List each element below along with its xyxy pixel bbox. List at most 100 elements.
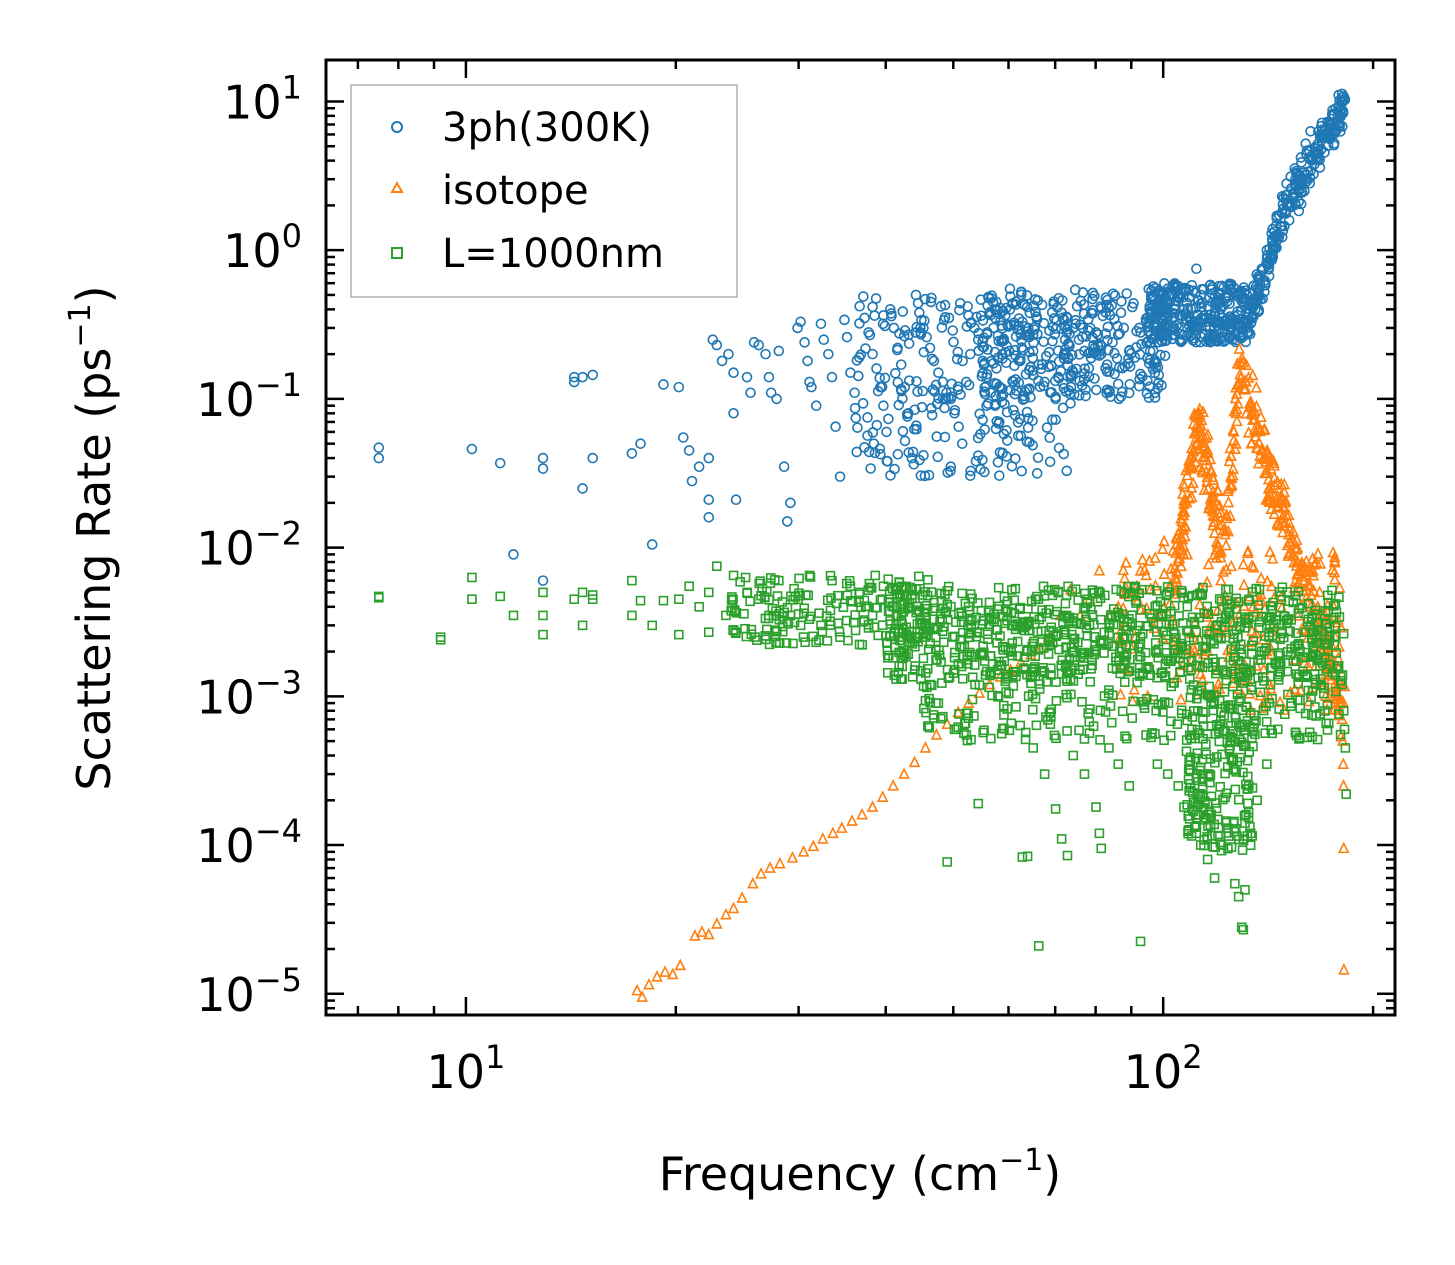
point-l-1000nm	[912, 605, 923, 615]
point-3ph-300k-	[1319, 128, 1331, 139]
point-3ph-300k-	[466, 443, 478, 455]
point-3ph-300k-	[871, 363, 882, 374]
point-l-1000nm	[1153, 699, 1164, 709]
point-l-1000nm	[1152, 600, 1163, 611]
point-3ph-300k-	[997, 389, 1009, 401]
point-l-1000nm	[1214, 696, 1225, 706]
point-l-1000nm	[1202, 689, 1213, 700]
point-3ph-300k-	[1202, 300, 1213, 312]
point-isotope	[1172, 527, 1185, 540]
point-3ph-300k-	[903, 329, 915, 341]
point-isotope	[1176, 514, 1188, 527]
point-l-1000nm	[1265, 601, 1276, 611]
point-l-1000nm	[1105, 701, 1116, 711]
plot-frame	[324, 58, 1397, 1017]
point-l-1000nm	[1074, 725, 1084, 736]
point-isotope	[1255, 593, 1267, 606]
point-l-1000nm	[921, 612, 932, 623]
point-l-1000nm	[1094, 828, 1105, 839]
point-l-1000nm	[923, 644, 934, 655]
point-l-1000nm	[794, 588, 804, 599]
point-l-1000nm	[1183, 592, 1194, 602]
point-l-1000nm	[1245, 722, 1255, 732]
point-isotope	[1250, 441, 1263, 453]
point-l-1000nm	[1046, 704, 1057, 715]
point-l-1000nm	[932, 654, 942, 665]
point-l-1000nm	[1240, 885, 1250, 895]
point-l-1000nm	[998, 723, 1008, 734]
point-l-1000nm	[1245, 840, 1256, 851]
point-3ph-300k-	[686, 475, 698, 487]
point-l-1000nm	[1034, 684, 1045, 694]
point-3ph-300k-	[1192, 295, 1204, 306]
point-l-1000nm	[742, 587, 752, 598]
point-l-1000nm	[1006, 646, 1016, 657]
point-l-1000nm	[1135, 651, 1146, 662]
point-isotope	[1240, 375, 1252, 387]
point-isotope	[1282, 549, 1295, 561]
point-l-1000nm	[1051, 696, 1062, 706]
point-3ph-300k-	[1209, 310, 1220, 322]
point-l-1000nm	[1152, 627, 1162, 637]
point-3ph-300k-	[970, 455, 982, 467]
point-3ph-300k-	[658, 379, 669, 390]
point-isotope	[876, 790, 889, 802]
point-l-1000nm	[1045, 719, 1056, 729]
point-3ph-300k-	[1044, 432, 1056, 444]
point-isotope	[1165, 562, 1177, 574]
point-isotope	[696, 925, 708, 937]
point-3ph-300k-	[1123, 345, 1135, 357]
point-3ph-300k-	[771, 393, 782, 405]
point-l-1000nm	[897, 674, 908, 684]
point-isotope	[1212, 484, 1224, 497]
point-l-1000nm	[1095, 614, 1106, 625]
point-3ph-300k-	[1134, 322, 1145, 334]
point-3ph-300k-	[945, 393, 957, 405]
point-l-1000nm	[1056, 660, 1066, 671]
point-3ph-300k-	[1011, 385, 1022, 396]
point-l-1000nm	[694, 602, 704, 612]
point-3ph-300k-	[1078, 299, 1090, 310]
point-l-1000nm	[1108, 604, 1119, 614]
point-3ph-300k-	[1178, 304, 1190, 315]
point-3ph-300k-	[939, 299, 951, 311]
point-3ph-300k-	[865, 463, 876, 474]
point-l-1000nm	[882, 667, 893, 678]
point-3ph-300k-	[994, 470, 1005, 481]
point-l-1000nm	[938, 711, 948, 722]
point-3ph-300k-	[982, 398, 994, 409]
point-l-1000nm	[1189, 617, 1200, 628]
point-3ph-300k-	[1137, 371, 1148, 382]
point-isotope	[1172, 551, 1185, 564]
point-3ph-300k-	[792, 322, 803, 334]
point-l-1000nm	[939, 622, 949, 632]
point-l-1000nm	[770, 631, 781, 642]
point-3ph-300k-	[929, 386, 940, 397]
point-l-1000nm	[684, 581, 694, 592]
point-3ph-300k-	[815, 318, 827, 330]
point-3ph-300k-	[1144, 381, 1156, 392]
point-l-1000nm	[1156, 611, 1167, 622]
point-3ph-300k-	[1135, 327, 1146, 338]
legend-label-isotope: isotope	[442, 168, 589, 214]
point-l-1000nm	[885, 631, 896, 642]
point-isotope	[1140, 568, 1152, 581]
point-l-1000nm	[904, 627, 915, 637]
point-l-1000nm	[773, 575, 784, 586]
point-l-1000nm	[928, 624, 939, 634]
point-isotope	[1278, 519, 1290, 531]
point-l-1000nm	[1208, 654, 1218, 664]
point-3ph-300k-	[818, 334, 830, 346]
point-3ph-300k-	[1087, 293, 1098, 305]
point-isotope	[1213, 546, 1226, 558]
point-3ph-300k-	[1080, 390, 1091, 402]
point-l-1000nm	[835, 632, 845, 642]
point-l-1000nm	[1201, 739, 1211, 750]
point-isotope	[674, 958, 687, 971]
point-3ph-300k-	[979, 424, 990, 435]
point-l-1000nm	[1002, 704, 1012, 714]
point-l-1000nm	[1139, 703, 1150, 713]
point-isotope	[1184, 459, 1197, 472]
point-3ph-300k-	[860, 343, 871, 354]
point-l-1000nm	[1096, 843, 1107, 854]
